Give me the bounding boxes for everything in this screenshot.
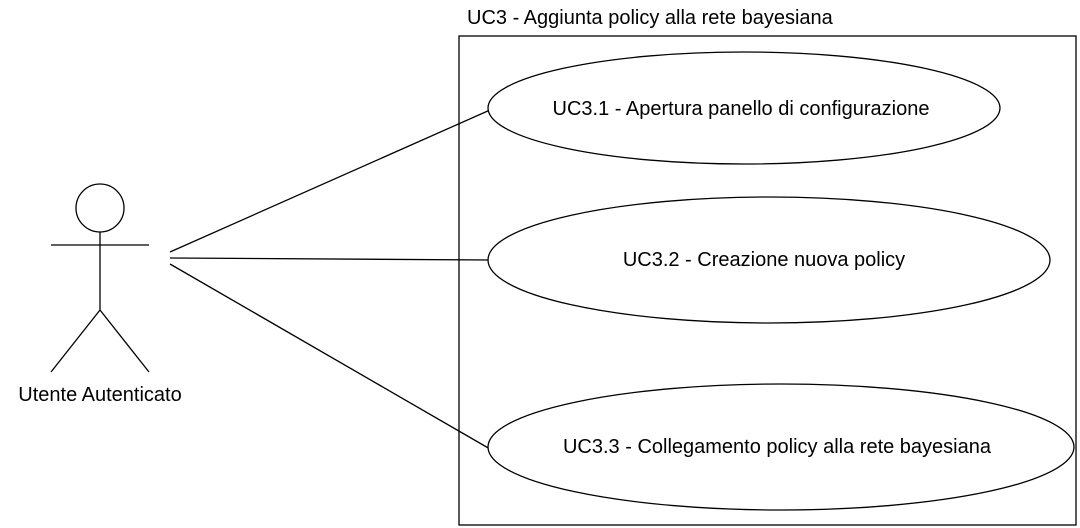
system-title: UC3 - Aggiunta policy alla rete bayesian… [467,7,834,29]
use-case-uc3-1 [487,51,1001,165]
actor-left-leg [50,309,101,373]
association-uc3-1 [169,109,491,253]
use-case-uc3-3-label: UC3.3 - Collegamento policy alla rete ba… [563,436,992,458]
use-case-uc3-1-label: UC3.1 - Apertura panello di configurazio… [553,98,930,120]
association-uc3-2 [169,257,491,261]
actor-right-leg [99,309,150,373]
use-case-uc3-2-label: UC3.2 - Creazione nuova policy [623,249,905,271]
association-uc3-3 [169,263,491,450]
system-boundary [458,35,1077,526]
actor-name: Utente Autenticato [18,384,181,406]
use-case-uc3-3 [487,383,1075,511]
actor-head [75,183,125,233]
use-case-uc3-2 [487,196,1051,324]
actor-figure [50,183,150,373]
